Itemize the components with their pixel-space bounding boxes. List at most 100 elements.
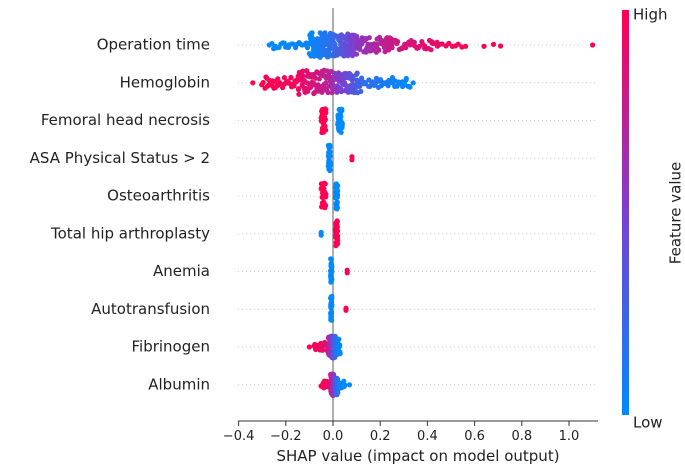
data-point	[334, 228, 341, 234]
data-point	[344, 270, 350, 276]
data-point	[590, 42, 596, 48]
x-tick-label: 1.0	[559, 429, 580, 444]
data-point	[342, 382, 348, 388]
data-point	[341, 378, 347, 384]
x-tick-label: 0.0	[323, 429, 344, 444]
data-point	[366, 35, 372, 41]
data-point	[328, 45, 334, 51]
data-point	[481, 43, 487, 49]
data-point	[343, 307, 349, 313]
colorbar-low-label: Low	[633, 414, 663, 432]
data-point	[463, 43, 469, 49]
feature-label: Autotransfusion	[91, 300, 210, 318]
data-point	[335, 237, 341, 243]
x-tick-label: −0.4	[223, 429, 255, 444]
data-point	[295, 86, 302, 93]
data-point	[446, 40, 452, 47]
data-point	[323, 127, 329, 133]
data-point	[322, 116, 328, 123]
data-point	[324, 68, 330, 74]
data-point	[343, 70, 349, 76]
data-point	[336, 336, 342, 342]
data-point	[377, 77, 384, 83]
data-point	[290, 41, 296, 47]
data-point	[323, 202, 329, 209]
feature-label: Operation time	[97, 36, 210, 54]
data-point	[306, 344, 312, 350]
data-point	[334, 219, 340, 225]
x-tick-label: 0.6	[464, 429, 485, 444]
data-point	[300, 73, 306, 79]
data-point	[329, 295, 335, 301]
data-point	[335, 183, 341, 189]
data-point	[403, 75, 409, 82]
data-point	[334, 205, 340, 211]
x-tick-label: 0.4	[417, 429, 438, 444]
data-point	[334, 199, 340, 205]
feature-label: ASA Physical Status > 2	[30, 149, 210, 167]
data-point	[327, 144, 333, 150]
feature-label: Hemoglobin	[120, 73, 210, 91]
data-point	[322, 181, 328, 187]
data-point	[329, 276, 335, 282]
data-point	[338, 114, 344, 120]
data-point	[334, 224, 340, 230]
data-point	[337, 342, 343, 348]
feature-label: Osteoarthritis	[107, 187, 210, 205]
data-point	[455, 41, 461, 47]
data-point	[296, 91, 302, 97]
data-point	[354, 70, 360, 76]
data-point	[357, 46, 363, 52]
data-point	[250, 80, 256, 86]
data-point	[323, 80, 329, 86]
data-point	[323, 191, 329, 197]
data-point	[357, 83, 363, 89]
data-point	[334, 192, 341, 198]
colorbar-high-label: High	[633, 6, 667, 24]
data-point	[376, 47, 382, 53]
data-point	[358, 88, 364, 94]
feature-label: Total hip arthroplasty	[50, 224, 210, 242]
x-tick-label: −0.2	[270, 429, 302, 444]
x-axis-ticks: −0.4 −0.2 0.0 0.2 0.4 0.6 0.8 1.0	[223, 421, 580, 444]
data-point	[328, 256, 334, 262]
data-point	[349, 77, 355, 83]
data-point	[335, 188, 341, 194]
data-point	[498, 43, 504, 49]
feature-label: Albumin	[148, 375, 210, 393]
data-point	[349, 157, 355, 163]
beeswarm-points	[250, 30, 596, 399]
data-point	[311, 80, 317, 86]
data-point	[327, 149, 333, 155]
data-point	[395, 39, 401, 45]
data-point	[325, 54, 331, 60]
data-point	[329, 309, 335, 315]
grid-lines	[238, 44, 598, 386]
data-point	[318, 232, 324, 238]
data-point	[439, 41, 445, 47]
data-point	[329, 317, 335, 323]
data-point	[410, 80, 416, 86]
data-point	[275, 76, 281, 82]
feature-labels: Operation time Hemoglobin Femoral head nec…	[30, 36, 211, 394]
feature-label: Fibrinogen	[131, 338, 210, 356]
feature-label: Anemia	[153, 262, 210, 280]
data-point	[328, 162, 334, 168]
x-tick-label: 0.8	[511, 429, 532, 444]
x-tick-label: 0.2	[370, 429, 391, 444]
data-point	[291, 83, 297, 89]
data-point	[323, 110, 329, 116]
data-point	[329, 269, 335, 275]
data-point	[319, 89, 325, 95]
data-point	[337, 351, 343, 357]
data-point	[389, 45, 395, 51]
data-point	[335, 390, 341, 396]
data-point	[428, 47, 434, 53]
data-point	[304, 45, 311, 51]
x-axis-label: SHAP value (impact on model output)	[276, 447, 559, 465]
data-point	[260, 79, 266, 86]
colorbar: High Low Feature value	[622, 6, 685, 432]
colorbar-title: Feature value	[667, 162, 685, 264]
